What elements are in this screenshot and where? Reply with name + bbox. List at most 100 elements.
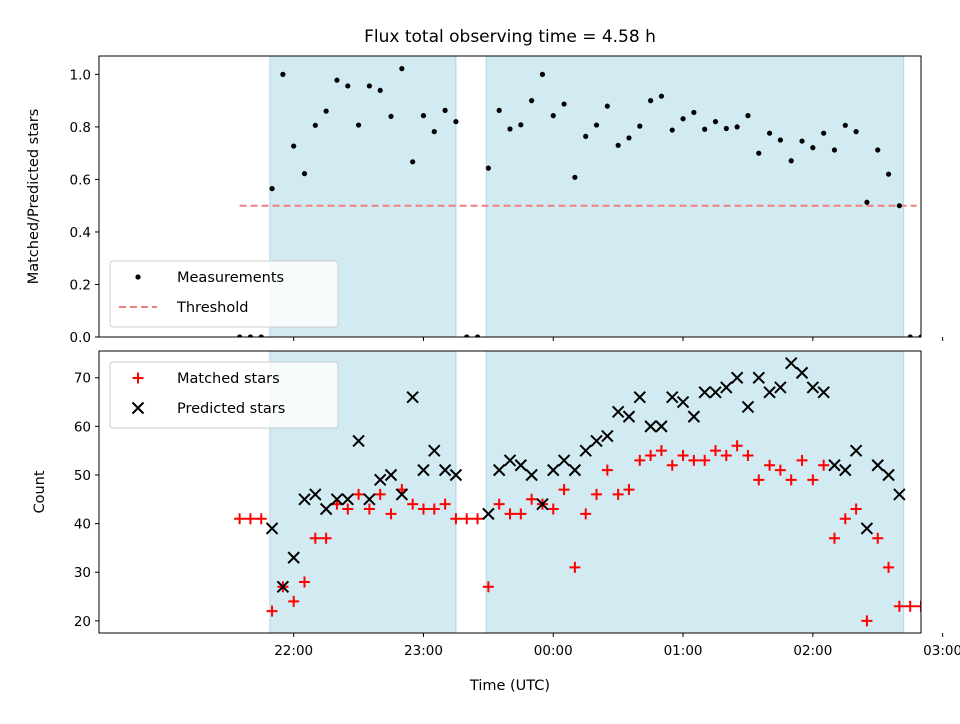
matched-star-point: [439, 498, 451, 510]
predicted-star-point: [276, 580, 290, 594]
predicted-star-point: [384, 468, 398, 482]
measurement-point: [247, 334, 254, 337]
predicted-star-point: [839, 463, 852, 477]
matched-star-point: [796, 454, 808, 466]
measurement-point: [323, 108, 329, 114]
predicted-star-point: [666, 390, 679, 404]
measurement-point: [583, 133, 589, 139]
measurement-point: [355, 122, 362, 128]
matched-star-point: [234, 513, 246, 525]
legend: Measurements Threshold: [109, 260, 339, 328]
measurement-point: [291, 143, 297, 149]
predicted-star-point: [536, 497, 549, 511]
x-tick-label: 03:00: [923, 643, 960, 659]
legend-box: [109, 361, 339, 429]
matched-star-point: [266, 605, 278, 617]
axes-frame: [98, 55, 922, 338]
matched-star-point: [601, 464, 613, 476]
measurement-point: [377, 87, 383, 94]
x-tick-label: 22:00: [274, 643, 313, 659]
series-predicted-stars: [265, 356, 906, 594]
measurement-point: [658, 93, 665, 99]
measurement-point: [626, 135, 632, 141]
series-measurements: [237, 66, 921, 337]
measurement-point: [680, 116, 686, 122]
measurement-point: [474, 334, 481, 337]
matched-star-point: [720, 450, 732, 462]
measurement-point: [691, 109, 697, 116]
measurement-point: [821, 130, 827, 136]
measurement-point: [896, 203, 902, 209]
predicted-star-point: [828, 459, 841, 472]
predicted-star-point: [557, 454, 571, 467]
plot-area: [237, 56, 921, 337]
measurement-point: [507, 126, 513, 132]
matched-star-point: [764, 459, 776, 471]
matched-star-point: [699, 454, 711, 466]
y-axis-label: Count: [32, 470, 48, 513]
predicted-star-point: [503, 454, 517, 467]
measurement-point: [842, 122, 848, 128]
predicted-star-point: [514, 459, 528, 472]
predicted-star-point: [860, 522, 874, 535]
measurement-point: [550, 113, 556, 119]
matched-star-point: [547, 503, 559, 515]
predicted-star-point: [395, 488, 409, 501]
predicted-star-point: [893, 488, 906, 501]
legend-label: Matched stars: [177, 371, 280, 387]
top-panel: 0.0 0.2 0.4 0.6 0.8 1.0 Matched/Predicted star…: [26, 55, 944, 346]
legend-marker-measurements: [135, 274, 141, 280]
measurement-point: [853, 129, 859, 135]
observing-window-span: [485, 351, 905, 633]
matched-star-point: [526, 493, 538, 505]
measurement-point: [756, 150, 762, 156]
matched-star-point: [634, 454, 646, 466]
predicted-star-point: [319, 502, 333, 516]
predicted-star-point: [374, 473, 387, 487]
legend-label: Predicted stars: [177, 401, 285, 417]
matched-star-point: [774, 464, 786, 476]
y-tick-label: 0.4: [70, 225, 91, 241]
measurement-point: [572, 174, 578, 180]
predicted-star-point: [449, 468, 463, 482]
matched-star-point: [591, 488, 603, 500]
predicted-star-point: [611, 405, 625, 418]
matched-star-point: [244, 513, 256, 525]
measurement-point: [723, 125, 729, 132]
predicted-star-point: [806, 381, 820, 394]
predicted-star-point: [352, 434, 365, 448]
measurement-point: [885, 171, 892, 177]
matched-star-point: [893, 600, 905, 612]
measurement-point: [442, 107, 448, 113]
matched-star-point: [850, 503, 862, 515]
measurement-point: [604, 103, 610, 109]
predicted-star-point: [741, 400, 755, 414]
measurement-point: [615, 142, 621, 148]
measurement-point: [366, 83, 372, 89]
predicted-star-point: [341, 493, 354, 506]
predicted-star-point: [709, 386, 722, 399]
measurement-point: [485, 165, 491, 171]
matched-star-point: [883, 561, 895, 573]
measurement-point: [745, 113, 751, 119]
predicted-star-point: [687, 410, 701, 423]
y-axis-label: Matched/Predicted stars: [26, 109, 42, 285]
predicted-star-point: [795, 366, 809, 380]
predicted-star-point: [525, 468, 538, 482]
matched-star-point: [569, 561, 581, 573]
series-matched-stars: [234, 440, 921, 627]
y-tick-label: 0.2: [70, 277, 91, 293]
y-tick-label: 20: [74, 614, 91, 630]
matched-star-point: [655, 445, 667, 457]
matched-star-point: [309, 532, 321, 544]
predicted-star-point: [309, 488, 322, 501]
matched-star-point: [915, 600, 921, 612]
matched-star-point: [828, 532, 840, 544]
matched-star-point: [688, 454, 700, 466]
predicted-star-point: [547, 463, 560, 477]
measurement-point: [734, 124, 740, 130]
measurement-point: [875, 147, 881, 153]
predicted-star-point: [763, 386, 776, 399]
matched-star-point: [623, 484, 635, 496]
